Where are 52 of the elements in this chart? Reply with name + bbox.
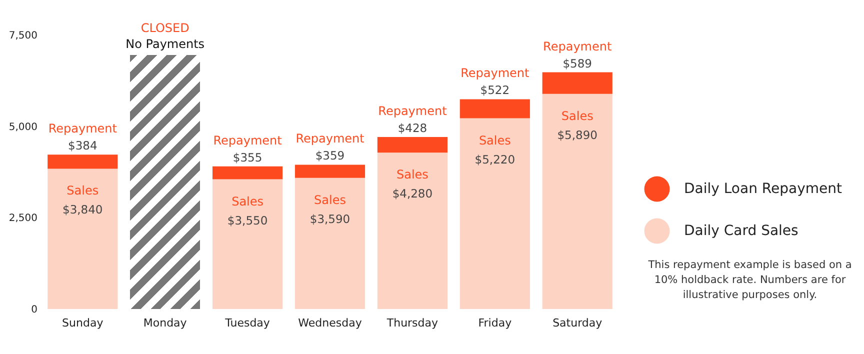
annotation: Repayment: [296, 132, 365, 146]
data-label: $3,550: [227, 213, 268, 228]
annotation: Sales: [478, 133, 511, 148]
x-tick-label: Friday: [478, 316, 512, 330]
bar: [48, 154, 118, 169]
annotation: Sales: [66, 184, 99, 198]
annotation: Repayment: [460, 66, 530, 80]
text: This repayment example is based on a 10% holdback rate. Numbers are for illustrative purposes only.: [647, 258, 853, 303]
data-label: $3,590: [310, 212, 350, 226]
y-tick-label: 7,500: [8, 30, 38, 42]
legend-label: Daily Card Sales: [684, 223, 798, 239]
bar: [48, 168, 118, 309]
x-tick-label: Tuesday: [224, 316, 270, 330]
annotation: Sales: [314, 192, 346, 207]
bar: [212, 179, 283, 309]
annotation: No Payments: [126, 37, 205, 51]
data-label: $522: [480, 83, 510, 98]
bar: [460, 118, 530, 309]
annotation: Sales: [232, 194, 264, 208]
bar: [542, 94, 612, 309]
x-tick-label: Thursday: [386, 316, 439, 330]
data-label: $589: [562, 56, 592, 70]
legend-label: Daily Loan Repayment: [684, 181, 842, 197]
annotation: Sales: [396, 168, 428, 182]
data-label: $5,220: [474, 152, 516, 166]
bar: [460, 99, 530, 118]
y-tick-label: 2,500: [8, 213, 38, 224]
annotation: Repayment: [48, 122, 118, 136]
x-tick-label: Saturday: [552, 316, 603, 330]
bar: [542, 72, 612, 94]
data-label: $384: [68, 138, 98, 153]
data-label: $359: [315, 148, 345, 163]
data-label: $3,840: [62, 202, 103, 217]
x-tick-label: Wednesday: [298, 316, 362, 330]
annotation: Repayment: [543, 39, 612, 54]
annotation: Repayment: [213, 133, 282, 148]
data-label: $4,280: [392, 186, 433, 201]
y-tick-label: 5,000: [8, 122, 38, 133]
data-label: $428: [398, 121, 428, 135]
band-label: CLOSED: [140, 21, 190, 35]
bar: [377, 152, 448, 309]
bar: [212, 166, 283, 180]
bar: [294, 178, 366, 309]
bar: [377, 137, 448, 153]
x-tick-label: Monday: [143, 316, 188, 330]
y-tick-label: 0: [31, 304, 38, 316]
data-label: $355: [232, 150, 262, 164]
bar: [294, 164, 366, 178]
data-label: $5,890: [557, 128, 598, 142]
annotation: Repayment: [378, 104, 448, 118]
x-tick-label: Sunday: [62, 316, 104, 330]
annotation: Sales: [561, 108, 594, 123]
